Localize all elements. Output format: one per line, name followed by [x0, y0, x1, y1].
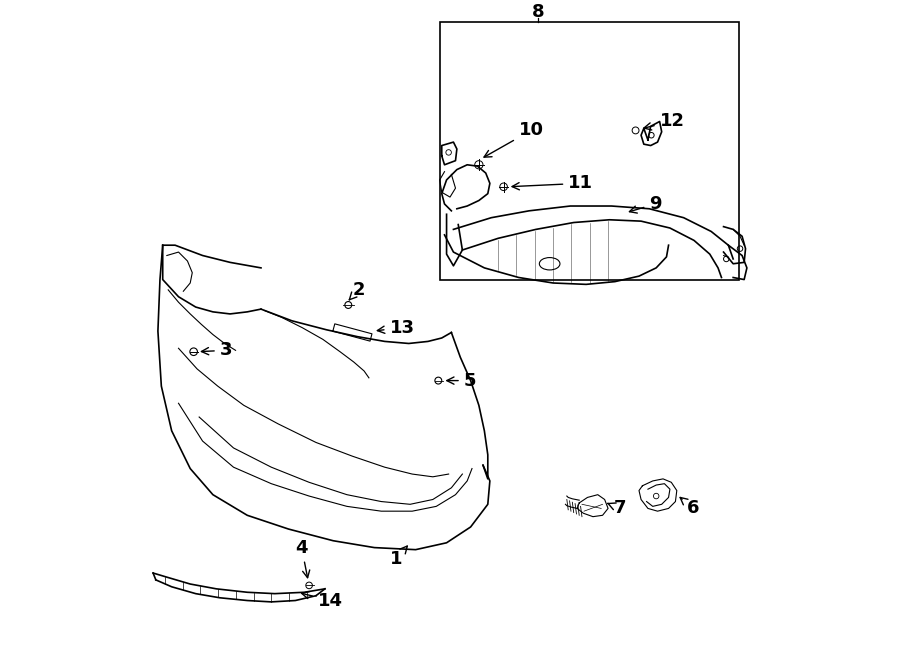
Text: 5: 5	[446, 371, 476, 389]
Text: 10: 10	[484, 122, 544, 157]
Text: 14: 14	[302, 592, 343, 609]
Text: 8: 8	[532, 3, 544, 20]
Text: 9: 9	[629, 195, 661, 213]
Text: 11: 11	[512, 175, 593, 192]
Text: 12: 12	[644, 112, 685, 130]
Text: 4: 4	[295, 539, 310, 578]
Text: 2: 2	[349, 281, 364, 300]
Text: 6: 6	[680, 498, 699, 518]
Bar	[440, 22, 739, 280]
Text: 3: 3	[202, 341, 232, 360]
Text: 7: 7	[608, 500, 626, 518]
Text: 13: 13	[377, 319, 415, 336]
Text: 1: 1	[390, 546, 408, 568]
